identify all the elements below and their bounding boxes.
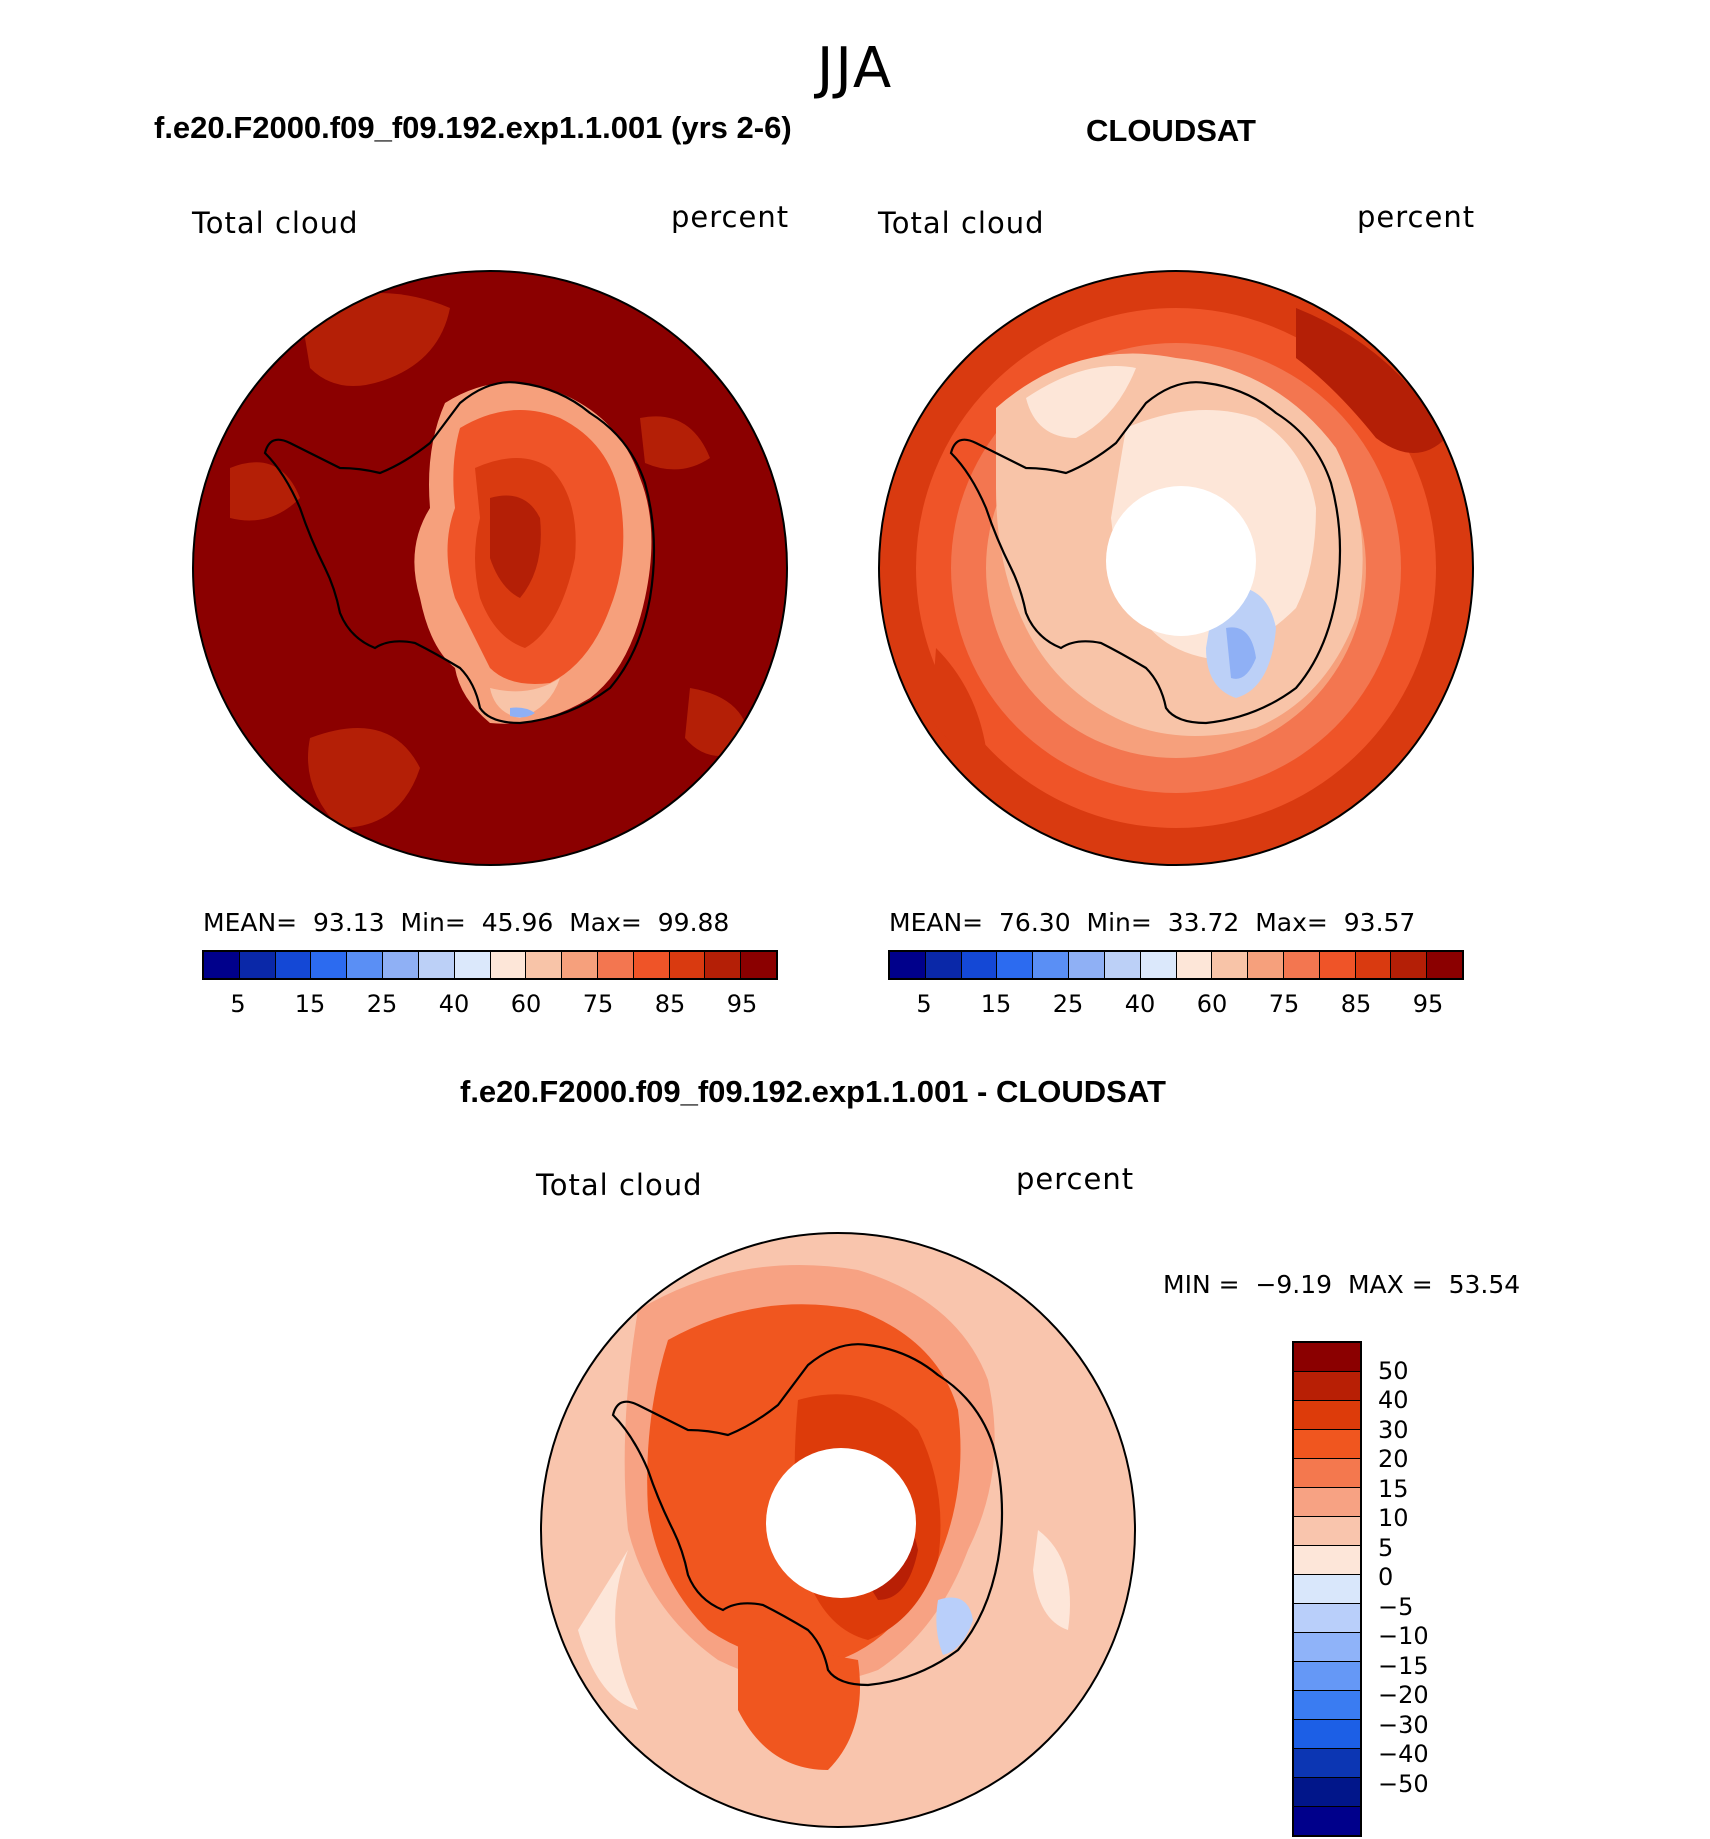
colorbar-swatch (1033, 952, 1070, 978)
colorbar-tick-label: 95 (726, 990, 758, 1018)
panel-model-stats: MEAN= 93.13 Min= 45.96 Max= 99.88 (203, 908, 730, 937)
colorbar-swatch (997, 952, 1034, 978)
colorbar-tick-label: −20 (1378, 1681, 1429, 1709)
colorbar-swatch (597, 952, 634, 978)
colorbar-swatch (1294, 1720, 1360, 1749)
colorbar-swatch (669, 952, 706, 978)
colorbar-difference (1292, 1341, 1362, 1837)
colorbar-swatch (347, 952, 384, 978)
difference-units: percent (1016, 1162, 1135, 1196)
colorbar-swatch (1294, 1430, 1360, 1459)
colorbar-swatch (1294, 1604, 1360, 1633)
colorbar-swatch (562, 952, 598, 978)
colorbar-swatch (275, 952, 312, 978)
colorbar-tick-label: 85 (654, 990, 686, 1018)
colorbar-tick-label: 95 (1412, 990, 1444, 1018)
colorbar-swatch (1294, 1662, 1360, 1691)
colorbar-swatch (1283, 952, 1320, 978)
panel-obs-stats: MEAN= 76.30 Min= 33.72 Max= 93.57 (889, 908, 1416, 937)
colorbar-tick-label: −5 (1378, 1592, 1414, 1621)
colorbar-swatch (961, 952, 998, 978)
colorbar-tick-label: 40 (1378, 1386, 1409, 1414)
colorbar-swatch (1294, 1807, 1360, 1835)
colorbar-tick-label: 20 (1378, 1445, 1409, 1473)
difference-title: f.e20.F2000.f09_f09.192.exp1.1.001 - CLO… (460, 1074, 1166, 1109)
colorbar-obs: 5 15 25 40 60 75 85 95 (888, 950, 1464, 1020)
colorbar-tick-label: 5 (916, 990, 932, 1018)
panel-obs-variable: Total cloud (878, 206, 1045, 240)
colorbar-tick-label: 25 (1052, 990, 1084, 1018)
colorbar-swatch (1294, 1691, 1360, 1720)
colorbar-swatch (526, 952, 563, 978)
season-title: JJA (816, 36, 894, 101)
colorbar-tick-label: 50 (1378, 1356, 1409, 1385)
colorbar-tick-label: 75 (1268, 990, 1300, 1018)
difference-variable: Total cloud (536, 1168, 703, 1202)
map-difference (540, 1232, 1136, 1828)
colorbar-swatch (1294, 1488, 1360, 1517)
colorbar-model: 5 15 25 40 60 75 85 95 (202, 950, 778, 1020)
colorbar-swatch (1140, 952, 1177, 978)
colorbar-swatch (239, 952, 276, 978)
colorbar-tick-label: 85 (1340, 990, 1372, 1018)
colorbar-swatch (1248, 952, 1284, 978)
colorbar-swatch (633, 952, 670, 978)
colorbar-tick-label: 5 (1378, 1533, 1394, 1562)
colorbar-swatch (311, 952, 348, 978)
colorbar-tick-label: −15 (1378, 1651, 1429, 1680)
colorbar-swatch (1294, 1343, 1360, 1372)
colorbar-tick-label: −40 (1378, 1740, 1429, 1768)
colorbar-swatch (1294, 1575, 1360, 1604)
colorbar-swatch (925, 952, 962, 978)
colorbar-swatch (705, 952, 742, 978)
panel-obs-title: CLOUDSAT (1086, 113, 1256, 148)
map-model (192, 270, 788, 866)
colorbar-tick-label: 0 (1378, 1563, 1394, 1591)
colorbar-swatch (1391, 952, 1428, 978)
panel-obs-units: percent (1357, 200, 1476, 234)
colorbar-tick-label: 15 (294, 990, 326, 1018)
colorbar-tick-label: 60 (510, 990, 542, 1018)
colorbar-swatch (1104, 952, 1141, 978)
colorbar-swatch (418, 952, 455, 978)
difference-stats: MIN = −9.19 MAX = 53.54 (1163, 1270, 1521, 1299)
colorbar-swatch (490, 952, 527, 978)
colorbar-swatch (1176, 952, 1213, 978)
colorbar-swatch (1294, 1372, 1360, 1401)
colorbar-tick-label: 5 (230, 990, 246, 1018)
map-obs (878, 270, 1474, 866)
colorbar-swatch (454, 952, 491, 978)
colorbar-tick-label: 75 (582, 990, 614, 1018)
colorbar-tick-label: 30 (1378, 1415, 1409, 1444)
colorbar-tick-label: 60 (1196, 990, 1228, 1018)
colorbar-swatch (890, 952, 926, 978)
colorbar-swatch (204, 952, 240, 978)
colorbar-swatch (1427, 952, 1462, 978)
colorbar-swatch (1319, 952, 1356, 978)
colorbar-swatch (1294, 1517, 1360, 1546)
colorbar-swatch (1294, 1633, 1360, 1662)
colorbar-tick-label: −30 (1378, 1710, 1429, 1739)
colorbar-tick-label: 15 (980, 990, 1012, 1018)
colorbar-swatch (741, 952, 776, 978)
colorbar-tick-label: 15 (1378, 1474, 1409, 1503)
colorbar-tick-label: 25 (366, 990, 398, 1018)
colorbar-swatch (383, 952, 419, 978)
panel-model-units: percent (671, 200, 790, 234)
colorbar-swatch (1355, 952, 1392, 978)
colorbar-tick-label: 40 (1124, 990, 1156, 1018)
colorbar-tick-label: −10 (1378, 1622, 1429, 1650)
colorbar-swatch (1069, 952, 1105, 978)
colorbar-swatch (1294, 1749, 1360, 1778)
colorbar-swatch (1294, 1459, 1360, 1488)
colorbar-tick-label: 40 (438, 990, 470, 1018)
colorbar-swatch (1212, 952, 1249, 978)
colorbar-swatch (1294, 1546, 1360, 1575)
colorbar-swatch (1294, 1778, 1360, 1807)
panel-model-variable: Total cloud (192, 206, 359, 240)
colorbar-tick-label: −50 (1378, 1769, 1429, 1798)
colorbar-tick-label: 10 (1378, 1504, 1409, 1532)
panel-model-title: f.e20.F2000.f09_f09.192.exp1.1.001 (yrs … (154, 110, 792, 145)
colorbar-swatch (1294, 1401, 1360, 1430)
